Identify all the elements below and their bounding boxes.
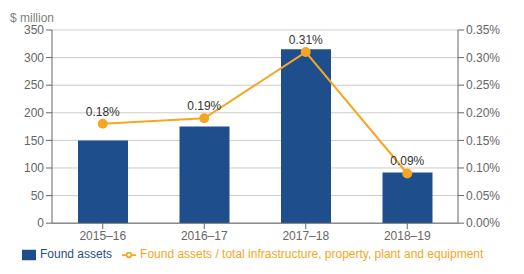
svg-text:0.09%: 0.09% bbox=[390, 154, 424, 168]
svg-text:100: 100 bbox=[24, 161, 44, 175]
svg-text:2018–19: 2018–19 bbox=[384, 229, 431, 243]
svg-text:300: 300 bbox=[24, 51, 44, 65]
svg-text:0.10%: 0.10% bbox=[466, 161, 500, 175]
svg-text:0.19%: 0.19% bbox=[187, 99, 221, 113]
svg-text:0.05%: 0.05% bbox=[466, 189, 500, 203]
svg-text:0.20%: 0.20% bbox=[466, 106, 500, 120]
svg-text:2017–18: 2017–18 bbox=[282, 229, 329, 243]
svg-text:50: 50 bbox=[31, 189, 45, 203]
html-text:Found assets / total infrastru: Found assets / total infrastructure, pro… bbox=[140, 247, 484, 262]
html-text:Found assets: Found assets bbox=[40, 247, 112, 262]
svg-text:350: 350 bbox=[24, 23, 44, 37]
svg-text:0.30%: 0.30% bbox=[466, 51, 500, 65]
svg-text:2015–16: 2015–16 bbox=[79, 229, 126, 243]
svg-text:250: 250 bbox=[24, 78, 44, 92]
svg-text:0.35%: 0.35% bbox=[466, 23, 500, 37]
svg-text:0.00%: 0.00% bbox=[466, 216, 500, 230]
svg-text:0.15%: 0.15% bbox=[466, 134, 500, 148]
svg-text:$ million: $ million bbox=[10, 11, 54, 25]
svg-text:2016–17: 2016–17 bbox=[181, 229, 228, 243]
svg-text:0.25%: 0.25% bbox=[466, 78, 500, 92]
svg-text:0: 0 bbox=[37, 216, 44, 230]
svg-text:0.18%: 0.18% bbox=[86, 105, 120, 119]
svg-text:150: 150 bbox=[24, 134, 44, 148]
svg-text:0.31%: 0.31% bbox=[289, 33, 323, 47]
svg-text:200: 200 bbox=[24, 106, 44, 120]
